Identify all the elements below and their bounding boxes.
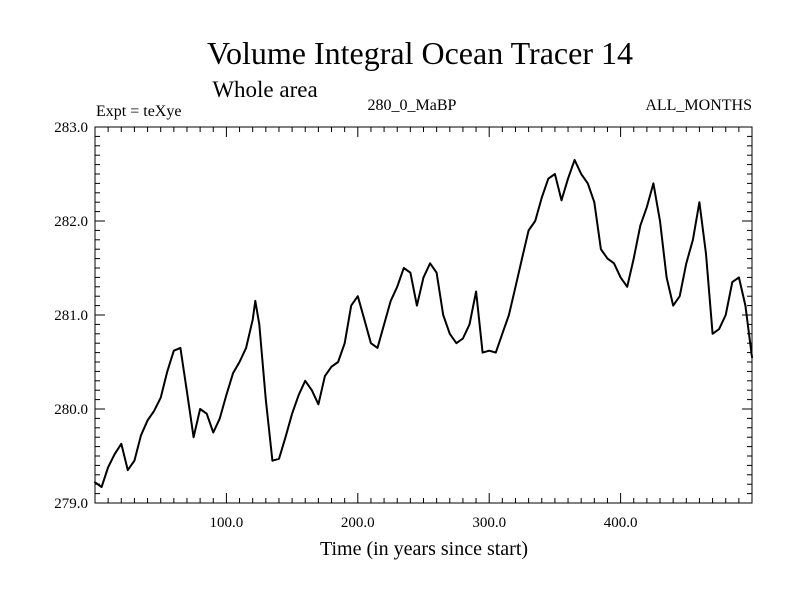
y-axis-tick-labels: 279.0 280.0 281.0 282.0 283.0 — [54, 120, 88, 512]
x-tick-label: 400.0 — [604, 515, 638, 531]
y-tick-label: 281.0 — [54, 308, 88, 324]
x-axis-ticks — [107, 127, 740, 503]
annotation-period: 280_0_MaBP — [368, 97, 457, 114]
y-tick-label: 282.0 — [54, 214, 88, 230]
series-group — [94, 158, 753, 488]
chart-subtitle: Whole area — [212, 77, 317, 102]
y-tick-label: 280.0 — [54, 402, 88, 418]
x-tick-label: 200.0 — [341, 515, 375, 531]
x-axis-tick-labels: 100.0 200.0 300.0 400.0 — [210, 515, 638, 531]
x-axis-label: Time (in years since start) — [320, 538, 528, 560]
series-line-1 — [94, 158, 753, 488]
x-tick-label: 300.0 — [472, 515, 506, 531]
annotation-expt: Expt = teXye — [96, 103, 181, 120]
chart-title: Volume Integral Ocean Tracer 14 — [207, 35, 633, 71]
x-tick-label: 100.0 — [210, 515, 244, 531]
y-tick-label: 279.0 — [54, 496, 88, 512]
annotation-months: ALL_MONTHS — [645, 97, 752, 114]
y-axis-ticks — [95, 135, 752, 495]
y-tick-label: 283.0 — [54, 120, 88, 136]
